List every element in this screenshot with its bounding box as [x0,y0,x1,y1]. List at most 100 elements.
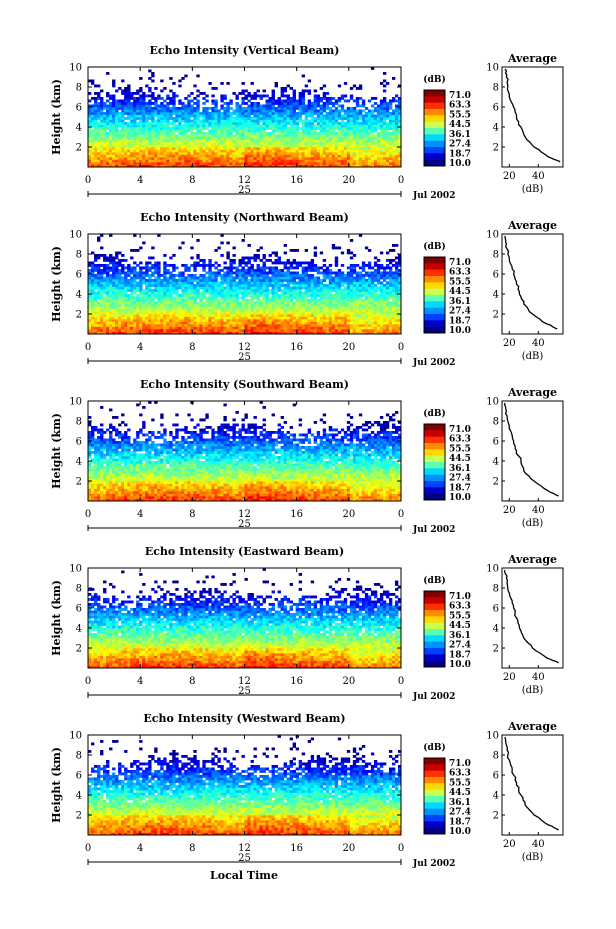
heatmap-cell [379,157,384,160]
heatmap-cell [214,301,218,305]
heatmap-cell [283,276,287,280]
heatmap-cell [151,324,155,327]
heatmap-cell [244,281,248,285]
heatmap-cell [169,276,173,280]
heatmap-cell [157,152,161,155]
colorbar-segment [424,147,445,154]
heatmap-cell [115,276,119,280]
heatmap-cell [241,281,245,285]
heatmap-cell [223,326,227,330]
heatmap-cell [115,129,119,133]
heatmap-cell [256,281,260,285]
heatmap-cell [163,309,167,312]
heatmap-cell [112,164,116,168]
heatmap-cell [373,142,378,145]
heatmap-cell [178,301,182,305]
heatmap-cell [310,129,315,133]
heatmap-cell [145,129,149,133]
heatmap-cell [208,147,212,150]
heatmap-cell [136,104,140,108]
heatmap-cell [277,112,281,115]
heatmap-cell [199,319,203,322]
heatmap-cell [274,162,278,165]
heatmap-cell [241,102,245,105]
heatmap-cell [118,104,122,108]
heatmap-cell [133,321,137,325]
heatmap-cell [178,124,182,128]
heatmap-cell [274,266,278,270]
heatmap-cell [160,164,164,168]
heatmap-cell [145,142,149,145]
heatmap-cell [112,259,116,262]
heatmap-cell [313,94,318,98]
heatmap-cell [94,147,98,150]
heatmap-cell [358,132,363,135]
heatmap-cell [226,112,230,115]
heatmap-cell [283,306,287,310]
heatmap-cell [388,117,393,120]
heatmap-cell [220,311,224,315]
heatmap-cell [124,311,128,315]
colorbar-tick-label: 63.3 [449,101,471,111]
heatmap-cell [124,99,128,103]
heatmap-cell [193,301,197,305]
heatmap-cell [304,132,309,135]
heatmap-cell [223,144,227,148]
heatmap-cell [148,306,152,310]
heatmap-cell [379,134,384,138]
heatmap-cell [217,264,221,267]
heatmap-cell [265,279,269,282]
heatmap-cell [253,132,257,135]
heatmap-cell [355,99,360,103]
heatmap-cell [247,149,251,153]
heatmap-cell [397,114,402,118]
heatmap-cell [148,321,152,325]
heatmap-cell [175,324,179,327]
heatmap-cell [121,286,125,290]
heatmap-cell [196,306,200,310]
heatmap-cell [280,129,284,133]
heatmap-cell [124,266,128,270]
heatmap-cell [106,286,110,290]
heatmap-cell [178,142,182,145]
heatmap-cell [232,129,236,133]
y-tick-label: 8 [76,83,82,94]
heatmap-cell [139,132,143,135]
heatmap-cell [169,286,173,290]
heatmap-cell [253,324,257,327]
heatmap-cell [97,276,101,280]
heatmap-cell [109,114,113,118]
heatmap-cell [352,117,357,120]
heatmap-cell [166,124,170,128]
heatmap-cell [280,102,284,105]
heatmap-cell [178,314,182,317]
heatmap-cell [106,259,110,262]
heatmap-cell [337,139,342,143]
heatmap-cell [397,137,402,140]
heatmap-cell [268,154,272,158]
heatmap-cell [256,142,260,145]
heatmap-cell [280,274,284,277]
heatmap-cell [100,142,104,145]
heatmap-cell [235,152,239,155]
heatmap-cell [187,154,191,158]
heatmap-cell [307,89,312,93]
heatmap-cell [133,107,137,110]
heatmap-cell [265,159,269,163]
heatmap-cell [118,149,122,153]
heatmap-cell [169,279,173,282]
heatmap-cell [283,164,287,168]
heatmap-cell [127,314,131,317]
heatmap-cell [253,129,257,133]
heatmap-cell [271,107,275,110]
heatmap-cell [118,316,122,320]
heatmap-cell [298,92,303,95]
heatmap-cell [151,157,155,160]
heatmap-cell [364,149,369,153]
heatmap-cell [364,119,369,123]
heatmap-cell [241,162,245,165]
heatmap-cell [187,279,191,282]
heatmap-cell [325,122,330,125]
heatmap-cell [154,127,158,130]
colorbar-segment [424,153,445,160]
